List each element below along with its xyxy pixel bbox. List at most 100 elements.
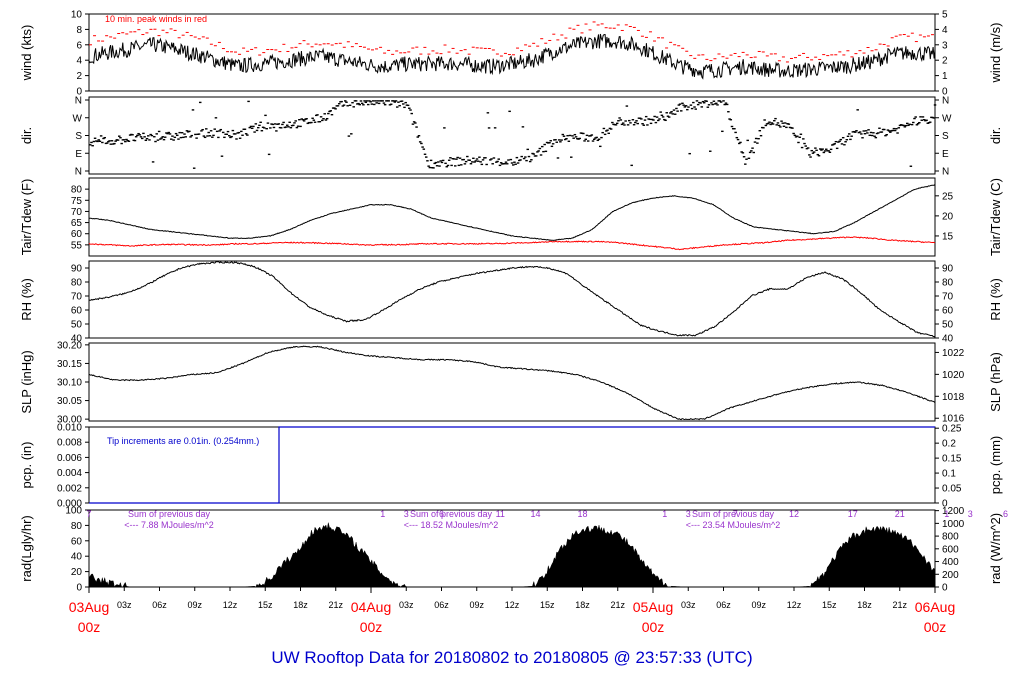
- time-tick-label: 21z: [892, 600, 907, 610]
- day-label-date: 05Aug: [633, 599, 673, 615]
- pcp-left-tick-label: 0.008: [57, 438, 82, 449]
- footer-title: UW Rooftop Data for 20180802 to 20180805…: [271, 648, 753, 667]
- time-tick-label: 03z: [681, 600, 696, 610]
- rad-left-tick-label: 0: [76, 583, 82, 594]
- rad-right-tick-label: 600: [942, 544, 959, 555]
- time-tick-label: 09z: [469, 600, 484, 610]
- day-label-hour: 00z: [360, 619, 383, 635]
- wind-right-tick-label: 5: [942, 10, 948, 21]
- rad-hour-mark: 1: [944, 509, 949, 519]
- pcp-right-tick-label: 0.2: [942, 439, 956, 450]
- dir-right-tick-label: E: [942, 149, 949, 160]
- radiation-area: [88, 522, 936, 588]
- pcp-ylabel: pcp. (in): [19, 442, 34, 489]
- wind-left-tick-label: 2: [76, 71, 82, 82]
- air-temp-line: [89, 184, 936, 241]
- time-tick-label: 15z: [540, 600, 555, 610]
- precip-line: [89, 426, 935, 504]
- rad-left-tick-label: 60: [71, 536, 83, 547]
- rad-hour-mark: 7: [733, 509, 738, 519]
- rad-daily-sum-value: <--- 7.88 MJoules/m^2: [124, 520, 214, 530]
- rad-daily-sum-label: Sum of previous day: [410, 509, 493, 519]
- temp-right-tick-label: 20: [942, 211, 954, 222]
- rad-left-tick-label: 100: [65, 506, 82, 517]
- dir-left-tick-label: E: [75, 149, 82, 160]
- rad-right-tick-label: 200: [942, 570, 959, 581]
- rh-left-tick-label: 80: [71, 278, 83, 289]
- day-label-hour: 00z: [924, 619, 947, 635]
- day-label-hour: 00z: [642, 619, 665, 635]
- rh-right-tick-label: 50: [942, 320, 954, 331]
- slp-line: [88, 345, 936, 421]
- dir-ylabel: dir.: [19, 127, 34, 144]
- rad-right-tick-label: 800: [942, 532, 959, 543]
- time-tick-label: 18z: [575, 600, 590, 610]
- wind-ylabel-right: wind (m/s): [988, 23, 1003, 84]
- time-tick-label: 09z: [187, 600, 202, 610]
- rad-daily-sum-value: <--- 23.54 MJoules/m^2: [686, 520, 781, 530]
- rh-panel-frame: [88, 260, 936, 339]
- temp-left-tick-label: 65: [71, 218, 83, 229]
- temp-left-tick-label: 55: [71, 240, 83, 251]
- rad-left-tick-label: 20: [71, 567, 83, 578]
- wind-left-tick-label: 10: [71, 10, 83, 21]
- rad-left-tick-label: 40: [71, 552, 83, 563]
- rad-hour-mark: 14: [530, 509, 540, 519]
- dir-left-tick-label: N: [75, 96, 82, 107]
- day-label-date: 04Aug: [351, 599, 391, 615]
- pcp-left-tick-label: 0.004: [57, 468, 82, 479]
- slp-right-tick-label: 1020: [942, 370, 965, 381]
- slp-right-tick-label: 1018: [942, 392, 965, 403]
- temp-right-tick-label: 25: [942, 191, 954, 202]
- rh-right-tick-label: 80: [942, 278, 954, 289]
- time-tick-label: 12z: [787, 600, 802, 610]
- temp-ylabel-right: Tair/Tdew (C): [988, 178, 1003, 256]
- rh-ylabel: RH (%): [19, 278, 34, 321]
- dir-left-tick-label: N: [75, 167, 82, 178]
- time-tick-label: 15z: [258, 600, 273, 610]
- pcp-left-tick-label: 0.002: [57, 483, 82, 494]
- time-tick-label: 03z: [117, 600, 132, 610]
- slp-left-tick-label: 30.10: [57, 378, 82, 389]
- rad-hour-mark: 6: [1003, 509, 1008, 519]
- rh-right-tick-label: 90: [942, 264, 954, 275]
- slp-ylabel-right: SLP (hPa): [988, 352, 1003, 412]
- rh-left-tick-label: 60: [71, 306, 83, 317]
- dir-right-tick-label: W: [942, 113, 952, 124]
- rh-left-tick-label: 90: [71, 264, 83, 275]
- pcp-left-tick-label: 0.010: [57, 423, 82, 434]
- dir-right-tick-label: S: [942, 131, 949, 142]
- time-tick-label: 18z: [293, 600, 308, 610]
- pcp-left-tick-label: 0.006: [57, 453, 82, 464]
- rh-ylabel-right: RH (%): [988, 278, 1003, 321]
- time-tick-label: 06z: [434, 600, 449, 610]
- wind-left-tick-label: 4: [76, 56, 82, 67]
- rad-daily-sum-value: <--- 18.52 MJoules/m^2: [404, 520, 499, 530]
- rad-hour-mark: 12: [789, 509, 799, 519]
- dir-left-tick-label: W: [73, 113, 83, 124]
- dir-left-tick-label: S: [75, 131, 82, 142]
- slp-right-tick-label: 1016: [942, 414, 965, 425]
- wind-right-tick-label: 0: [942, 87, 948, 98]
- rad-hour-mark: 3: [686, 509, 691, 519]
- temp-left-tick-label: 70: [71, 207, 83, 218]
- rh-left-tick-label: 50: [71, 320, 83, 331]
- wind-ylabel: wind (kts): [19, 25, 34, 82]
- time-tick-label: 12z: [223, 600, 238, 610]
- wind-peak-note: 10 min. peak winds in red: [105, 14, 207, 24]
- pcp-right-tick-label: 0: [942, 499, 948, 510]
- pcp-right-tick-label: 0.05: [942, 484, 962, 495]
- temp-left-tick-label: 80: [71, 185, 83, 196]
- wind-speed-line: [88, 33, 936, 80]
- dir-right-tick-label: N: [942, 167, 949, 178]
- day-label-hour: 00z: [78, 619, 101, 635]
- slp-panel-frame: [88, 342, 936, 422]
- rad-hour-mark: 18: [577, 509, 587, 519]
- time-tick-label: 06z: [152, 600, 167, 610]
- precip-note: Tip increments are 0.01in. (0.254mm.): [107, 436, 259, 446]
- wind-right-tick-label: 2: [942, 56, 948, 67]
- time-tick-label: 18z: [857, 600, 872, 610]
- temp-left-tick-label: 60: [71, 229, 83, 240]
- rad-hour-mark: 6: [439, 509, 444, 519]
- rad-hour-mark: 1: [380, 509, 385, 519]
